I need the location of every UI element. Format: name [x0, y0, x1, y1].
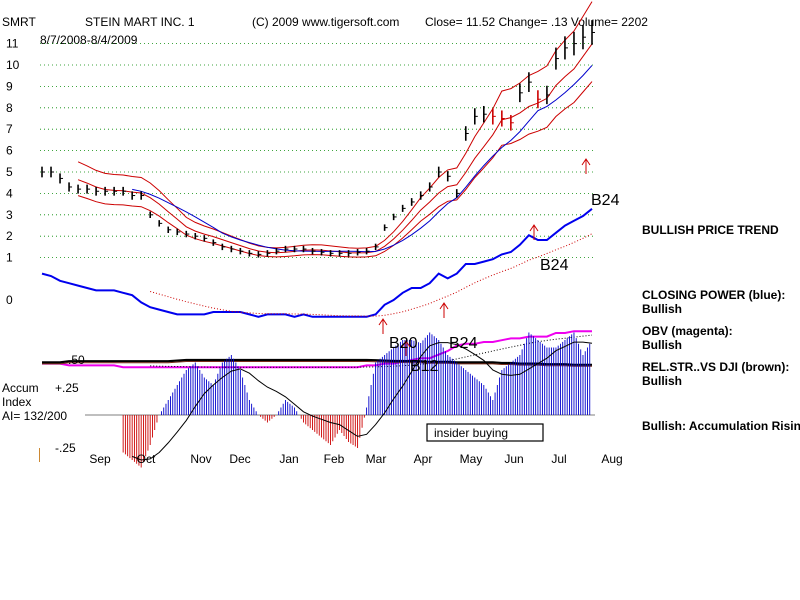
month-label-mar: Mar [366, 452, 387, 466]
signal-b20-obv: B20 [389, 335, 418, 352]
arrow-b24-obv-head [439, 302, 449, 310]
lower-band-line [77, 81, 593, 258]
left-marker [39, 448, 40, 462]
y-tick-1: 1 [6, 251, 13, 265]
accum-tick-minus25: -.25 [55, 441, 76, 455]
y-tick-4: 4 [6, 186, 13, 200]
signal-b24-price: B24 [591, 192, 620, 209]
closing-power-line [41, 208, 593, 318]
month-label-may: May [460, 452, 483, 466]
price-grid [40, 43, 595, 259]
month-label-sep: Sep [89, 452, 111, 466]
arrow-b12-head [401, 340, 411, 348]
y-tick-5: 5 [6, 165, 13, 179]
signal-arrows [378, 158, 591, 356]
accum-index-panel [85, 332, 595, 468]
indicator-lines [41, 208, 593, 369]
y-tick-9: 9 [6, 79, 13, 93]
obv-ma-line [150, 334, 593, 368]
rel-strength-line [42, 358, 592, 366]
long-moving-average-line [132, 65, 593, 253]
index-label: Index [2, 395, 31, 409]
month-label-jun: Jun [504, 452, 523, 466]
accum-labels: .50 +.25 -.25 Accum Index AI= 132/200 [2, 353, 85, 462]
accum-label: Accum [2, 381, 39, 395]
accum-note: Bullish: Accumulation Rising [642, 419, 800, 433]
trend-label: BULLISH PRICE TREND [642, 223, 779, 237]
y-tick-11: 11 [6, 37, 19, 51]
month-label-jul: Jul [551, 452, 566, 466]
signal-b24-obv: B24 [449, 335, 478, 352]
middle-band-line [77, 43, 593, 254]
signal-labels: B24 B24 B20 B24 B12 [389, 192, 620, 375]
y-tick-2: 2 [6, 229, 13, 243]
accum-ma-line [132, 341, 593, 461]
header: SMRT STEIN MART INC. 1 (C) 2009 www.tige… [2, 15, 648, 47]
obv-value: Bullish [642, 338, 682, 352]
accum-tick-plus25: +.25 [55, 381, 79, 395]
month-label-jan: Jan [279, 452, 298, 466]
date-range: 8/7/2008-8/4/2009 [40, 33, 138, 47]
closing-power-ma-line [150, 233, 593, 317]
y-tick-10: 10 [6, 58, 20, 72]
y-tick-7: 7 [6, 122, 13, 136]
arrow-b24-cp-head [529, 224, 539, 232]
month-label-nov: Nov [190, 452, 211, 466]
month-axis: Sep Oct Nov Dec Jan Feb Mar Apr May Jun Jul Aug [89, 452, 622, 466]
obv-line [42, 330, 592, 369]
month-label-feb: Feb [324, 452, 345, 466]
closing-power-title: CLOSING POWER (blue): [642, 288, 785, 302]
month-label-dec: Dec [229, 452, 250, 466]
y-tick-0: 0 [6, 293, 13, 307]
month-label-oct: Oct [137, 452, 156, 466]
rel-strength-brown-line [42, 361, 592, 367]
arrow-b20-head [378, 318, 388, 326]
quote-summary: Close= 11.52 Change= .13 Volume= 2202 [425, 15, 648, 29]
y-tick-8: 8 [6, 101, 13, 115]
moving-average-bands [77, 1, 593, 258]
ticker-symbol: SMRT [2, 15, 36, 29]
month-label-apr: Apr [414, 452, 433, 466]
accum-tick-50: .50 [68, 353, 85, 367]
obv-title: OBV (magenta): [642, 324, 733, 338]
y-tick-3: 3 [6, 208, 13, 222]
insider-buying-box: insider buying [426, 423, 544, 442]
ai-value: AI= 132/200 [2, 409, 67, 423]
copyright-text: (C) 2009 www.tigersoft.com [252, 15, 399, 29]
commentary-panel: BULLISH PRICE TREND CLOSING POWER (blue)… [642, 223, 800, 433]
upper-band-line [77, 1, 593, 249]
signal-b24-cp: B24 [540, 257, 569, 274]
closing-power-value: Bullish [642, 302, 682, 316]
arrow-b24-price-head [581, 158, 591, 166]
company-name: STEIN MART INC. 1 [85, 15, 195, 29]
rel-strength-title: REL.STR..VS DJI (brown): [642, 360, 789, 374]
y-tick-6: 6 [6, 144, 13, 158]
rel-strength-value: Bullish [642, 374, 682, 388]
price-bars [41, 20, 595, 258]
month-label-aug: Aug [601, 452, 622, 466]
insider-buying-label: insider buying [434, 426, 508, 440]
signal-b12-rel: B12 [410, 358, 439, 375]
insider-box-frame [426, 423, 544, 442]
